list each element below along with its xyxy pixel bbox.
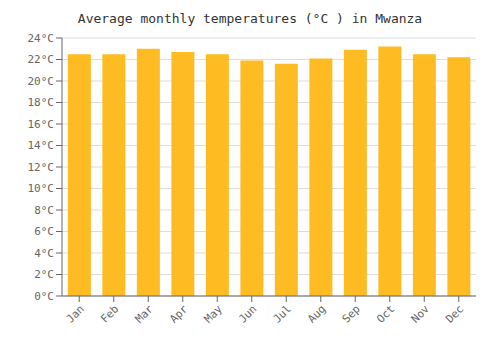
svg-text:4°C: 4°C <box>34 247 54 260</box>
svg-text:May: May <box>202 302 226 326</box>
svg-text:Feb: Feb <box>98 302 121 325</box>
svg-text:Jan: Jan <box>64 302 87 325</box>
svg-text:16°C: 16°C <box>28 118 55 131</box>
svg-text:24°C: 24°C <box>28 32 55 45</box>
svg-text:Aug: Aug <box>305 302 328 325</box>
svg-text:12°C: 12°C <box>28 161 55 174</box>
svg-text:Mar: Mar <box>133 302 157 326</box>
svg-text:8°C: 8°C <box>34 204 54 217</box>
svg-text:Nov: Nov <box>409 302 433 326</box>
svg-text:10°C: 10°C <box>28 182 55 195</box>
svg-text:Oct: Oct <box>374 302 397 325</box>
svg-text:14°C: 14°C <box>28 139 55 152</box>
svg-text:22°C: 22°C <box>28 53 55 66</box>
svg-text:Jul: Jul <box>271 302 294 325</box>
svg-text:20°C: 20°C <box>28 75 55 88</box>
svg-text:Jun: Jun <box>236 302 259 325</box>
html-text:Average monthly temperatures (: Average monthly temperatures (°C ) in Mw… <box>77 11 423 26</box>
svg-text:Sep: Sep <box>340 302 363 325</box>
svg-text:18°C: 18°C <box>28 96 55 109</box>
svg-text:2°C: 2°C <box>34 268 54 281</box>
svg-text:Dec: Dec <box>443 302 466 325</box>
svg-text:Apr: Apr <box>167 302 191 326</box>
svg-text:6°C: 6°C <box>34 225 54 238</box>
svg-text:0°C: 0°C <box>34 290 54 303</box>
